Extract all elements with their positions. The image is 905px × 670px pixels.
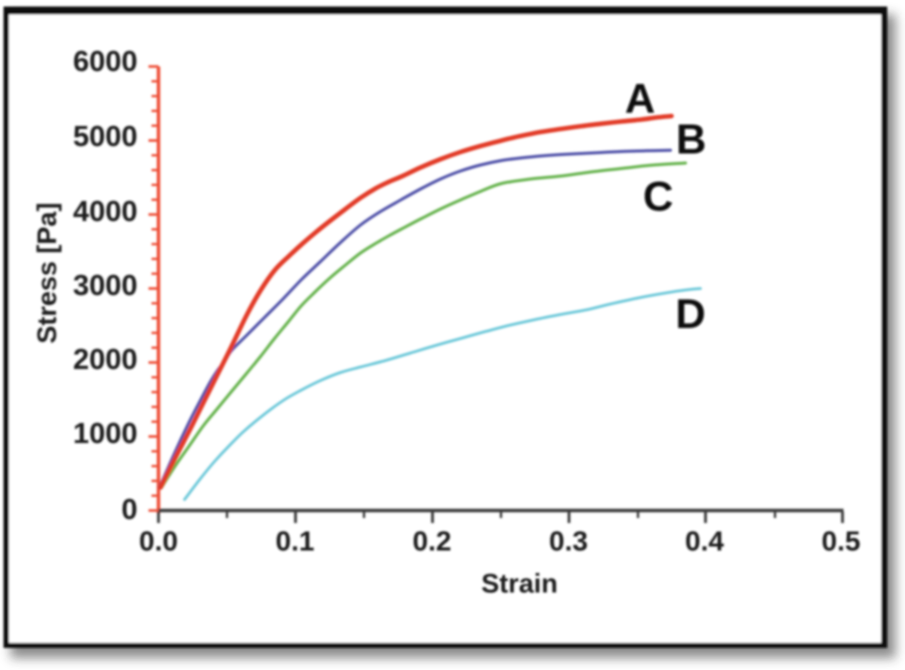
svg-text:0.5: 0.5 [822,526,861,557]
svg-text:0: 0 [121,494,137,526]
svg-text:1000: 1000 [73,418,138,450]
svg-text:6000: 6000 [73,46,138,78]
svg-text:0.4: 0.4 [685,526,724,557]
svg-text:Stress [Pa]: Stress [Pa] [32,203,62,344]
svg-text:A: A [625,75,655,122]
svg-text:0.1: 0.1 [276,526,315,557]
svg-text:C: C [643,173,673,220]
svg-text:D: D [675,290,705,337]
svg-text:B: B [676,116,706,163]
svg-text:5000: 5000 [73,121,138,153]
svg-text:4000: 4000 [73,196,138,228]
svg-text:Strain: Strain [481,569,558,599]
svg-text:3000: 3000 [73,270,138,302]
svg-text:0.2: 0.2 [413,526,452,557]
svg-text:0.0: 0.0 [139,526,178,557]
svg-text:0.3: 0.3 [549,526,588,557]
svg-text:2000: 2000 [73,344,138,376]
